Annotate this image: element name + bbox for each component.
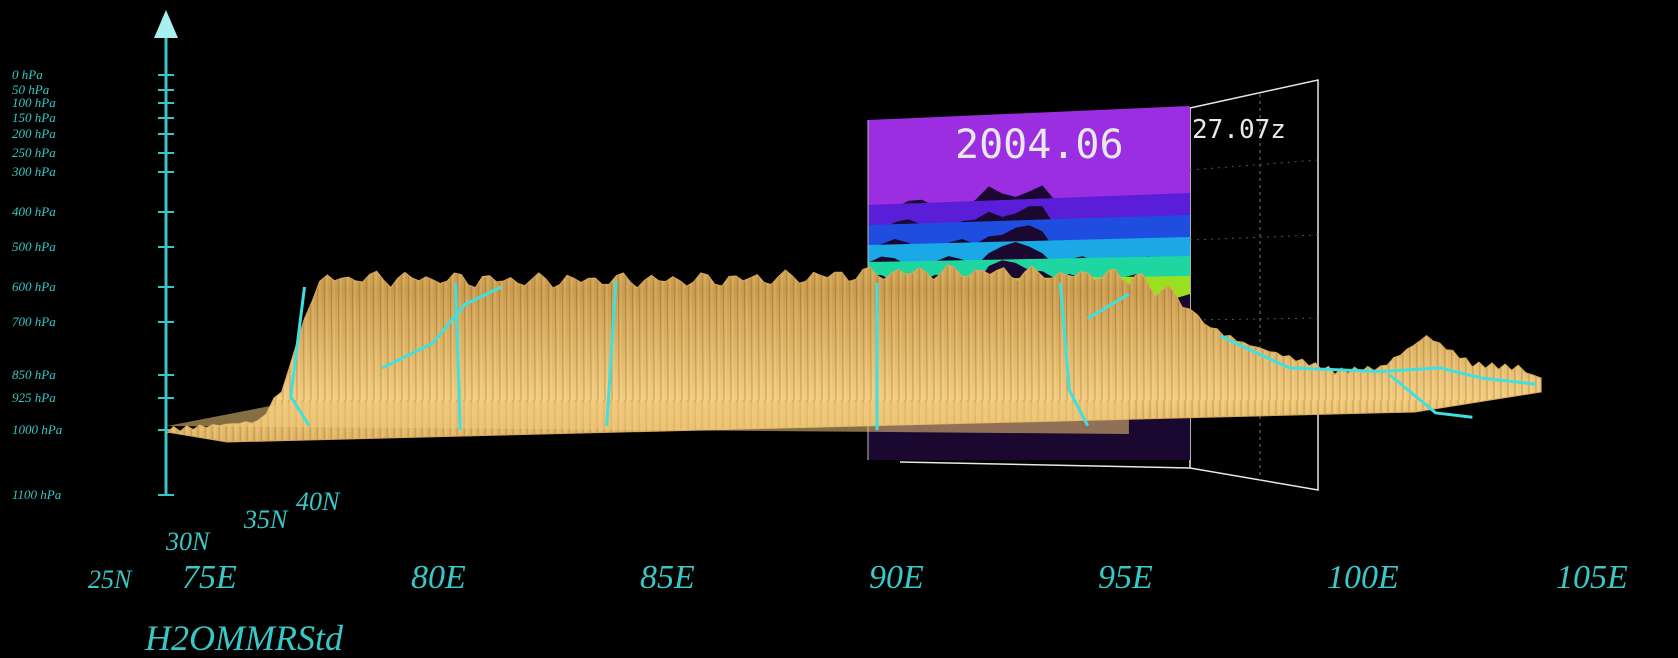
longitude-tick-label: 85E <box>640 559 695 596</box>
curtain-frame-bottom <box>899 461 1191 469</box>
terrain-edge <box>1086 292 1130 320</box>
pressure-tick-label: 100 hPa <box>12 95 56 110</box>
pressure-tick-label: 300 hPa <box>11 164 56 179</box>
terrain-mesh <box>166 264 1542 443</box>
terrain-edge <box>289 286 311 427</box>
longitude-tick-label: 90E <box>869 559 924 596</box>
longitude-tick-label: 105E <box>1556 559 1628 596</box>
terrain-cyan-edges <box>289 280 1537 431</box>
pressure-tick-label: 850 hPa <box>12 367 56 382</box>
pressure-tick-label: 600 hPa <box>12 279 56 294</box>
terrain-edge <box>1219 334 1537 386</box>
latitude-tick-label: 30N <box>165 527 211 556</box>
pressure-tick-label: 925 hPa <box>12 390 56 405</box>
latitude-tick-label: 40N <box>296 487 341 516</box>
curtain-band <box>868 106 1190 211</box>
latitude-tick-label: 25N <box>88 565 133 594</box>
terrain-surface <box>166 264 1542 443</box>
terrain-edge <box>1058 282 1090 427</box>
terrain-edge <box>381 285 503 370</box>
pressure-tick-label: 50 hPa <box>12 82 50 97</box>
pressure-axis-arrowhead <box>154 10 178 38</box>
curtain-frame-grid-3 <box>1189 234 1319 241</box>
curtain-frame-grid-2 <box>1189 159 1319 171</box>
pressure-tick-label: 700 hPa <box>12 314 56 329</box>
time-label: 27.07z <box>1192 115 1286 145</box>
terrain-edge <box>454 282 462 431</box>
pressure-tick-label: 1100 hPa <box>12 487 62 502</box>
terrain-edge <box>605 280 618 426</box>
curtain-frame-grid-4 <box>1189 317 1319 321</box>
longitude-tick-label: 75E <box>182 559 237 596</box>
pressure-tick-label: 1000 hPa <box>12 422 63 437</box>
longitude-labels: 75E 80E 85E 90E 95E 100E 105E <box>182 559 1628 596</box>
pressure-tick-label: 400 hPa <box>12 204 56 219</box>
date-label: 2004.06 <box>955 122 1124 168</box>
pressure-tick-label: 200 hPa <box>12 126 56 141</box>
pressure-tick-label: 250 hPa <box>12 145 56 160</box>
pressure-tick-label: 0 hPa <box>12 67 43 82</box>
longitude-tick-label: 100E <box>1327 559 1399 596</box>
terrain-edge <box>1389 373 1473 419</box>
pressure-tick-label: 500 hPa <box>12 239 56 254</box>
curtain-band <box>868 193 1190 231</box>
longitude-tick-label: 80E <box>411 559 466 596</box>
longitude-tick-label: 95E <box>1098 559 1153 596</box>
terrain-foreground <box>167 402 1129 434</box>
latitude-tick-label: 35N <box>243 505 289 534</box>
variable-label: H2OMMRStd <box>144 618 344 658</box>
pressure-tick-label: 150 hPa <box>12 110 56 125</box>
